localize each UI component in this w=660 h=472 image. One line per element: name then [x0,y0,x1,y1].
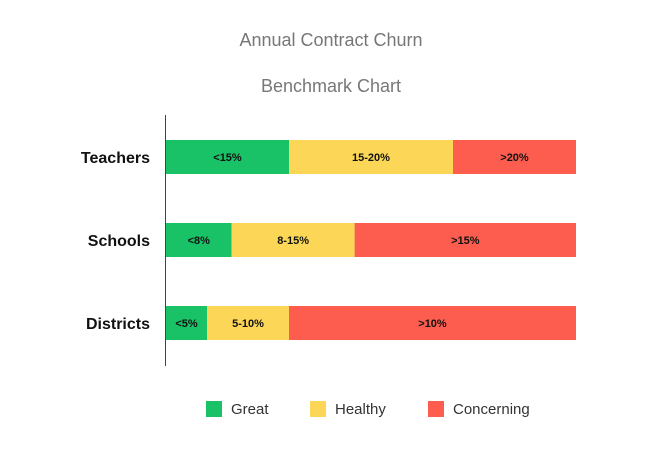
legend-label-great: Great [231,401,269,418]
category-label-schools: Schools [88,233,150,250]
bar-group: <15% 15-20% >20% <8% 8-15% >15% <5% 5-10% >10% [166,140,576,340]
bar-label-districts-concerning: >10% [418,318,447,330]
legend-label-concerning: Concerning [453,401,530,418]
legend-swatch-healthy [310,401,326,417]
bar-teachers-great [166,140,289,174]
bar-teachers-concerning [453,140,576,174]
bar-label-teachers-great: <15% [213,152,242,164]
bar-schools-great [166,223,232,257]
bar-districts-concerning [289,306,576,340]
chart-subtitle: Benchmark Chart [261,76,401,96]
bar-districts-healthy [207,306,289,340]
category-labels: Teachers Schools Districts [81,150,150,333]
category-label-districts: Districts [86,316,150,333]
bar-label-schools-healthy: 8-15% [277,235,309,247]
bar-label-teachers-healthy: 15-20% [352,152,390,164]
legend-swatch-great [206,401,222,417]
bar-teachers-healthy [289,140,453,174]
legend-swatch-concerning [428,401,444,417]
bar-label-schools-great: <8% [188,235,211,247]
bar-districts-great [166,306,207,340]
legend: Great Healthy Concerning [206,401,530,418]
bar-label-schools-concerning: >15% [451,235,480,247]
chart-title: Annual Contract Churn [239,30,422,50]
category-label-teachers: Teachers [81,150,150,167]
bar-schools-healthy [231,223,355,257]
bar-label-districts-healthy: 5-10% [232,318,264,330]
legend-label-healthy: Healthy [335,401,386,418]
bar-label-districts-great: <5% [175,318,198,330]
bar-schools-concerning [354,223,576,257]
bar-label-teachers-concerning: >20% [500,152,529,164]
